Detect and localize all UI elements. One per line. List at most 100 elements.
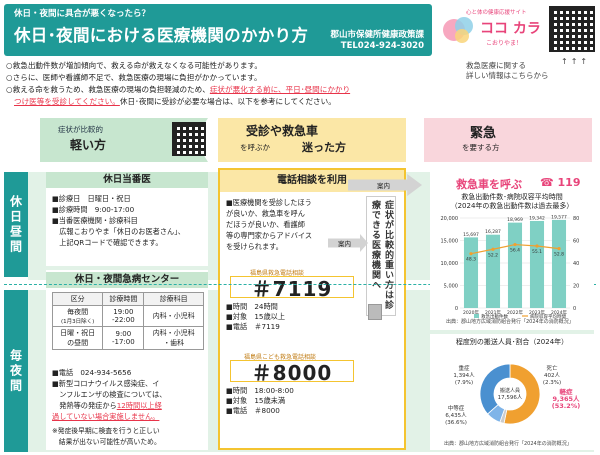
table-cell: 9:00 -17:00 <box>102 326 145 350</box>
cell-text: 内科・小児科 <box>152 329 195 337</box>
chart-source: 出典：郡山地方広域消防組合発行「2024年の消防概況」 <box>446 319 574 325</box>
table-header: 診療科目 <box>143 292 204 306</box>
arrow-right-icon <box>348 174 422 196</box>
chart-title: 救急出動件数･病院収容平均時間 <box>461 193 563 201</box>
line-label: 52.8 <box>554 252 564 258</box>
phone-desc-line: ■医療機関を受診したほう <box>226 198 312 207</box>
line-label: 55.1 <box>532 249 542 255</box>
dispatch-chart: 20,000 15,000 10,000 5,000 0 80 60 40 20 0 15,697 2… <box>441 214 580 320</box>
phone-desc-line: が良いか、救急車を呼ん <box>226 209 305 218</box>
pie-label-moderate: 中等症 <box>448 404 465 412</box>
cell-text: 発熱等の発症から <box>52 401 117 410</box>
x-tick-label: 2023年 <box>529 309 545 316</box>
transport-pie-card: 程度別の搬送人員･割合（2024年） 搬送人員 17,596人 重症 1,394人 (7… <box>430 334 594 450</box>
legend-label: 救急出動件数 <box>481 313 508 320</box>
x-tick-label: 2020年 <box>463 309 479 316</box>
building-icon <box>368 304 382 320</box>
bar-label: 16,287 <box>485 229 501 235</box>
arrow-label: 案内 <box>338 240 351 248</box>
phone-desc-line: を受けられます。 <box>226 242 283 251</box>
phone-desc-line: だほうが良いか、看護師 <box>226 220 305 229</box>
cell-text: の昼間 <box>67 339 89 347</box>
pie-label-death: (2.3%) <box>543 380 561 386</box>
holiday-doctor-line: 上記QRコードで確認できます。 <box>52 238 163 247</box>
holiday-doctor-title: 休日当番医 <box>46 172 208 188</box>
pie-label-mild: 9,365人 <box>552 394 580 403</box>
cell-text: -22:00 <box>112 316 135 324</box>
pie-label-severe: (7.9%) <box>455 380 473 386</box>
intro-line4: つけ医等を受診してください。休日･夜間に受診が必要な場合は、以下を参考にしてくだ… <box>14 96 336 107</box>
qr-code-icon[interactable] <box>172 122 206 156</box>
pie-label-severe: 1,394人 <box>453 372 475 379</box>
y-tick-label: 10,000 <box>441 261 459 267</box>
table-header: 診療時間 <box>102 292 145 306</box>
pie-label-moderate: 6,435人 <box>445 412 467 419</box>
logo-sub: こおりやま！ <box>486 40 523 47</box>
intro-line3a: ○救える命を救うため、救急医療の現場の負担軽減のため、 <box>6 85 210 94</box>
table-row: 区分 診療時間 診療科目 <box>51 292 204 306</box>
bar <box>507 222 523 308</box>
night-center-card: 休日・夜間急病センター 区分 診療時間 診療科目 毎夜間 (1月3日除く) 19:… <box>46 270 208 450</box>
pie-label-severe: 重症 <box>458 364 470 372</box>
holiday-doctor-line: ■当番医療機関・診療科目 <box>52 216 138 225</box>
qr-code-icon[interactable] <box>549 6 595 52</box>
line-point <box>491 247 495 251</box>
bar-label: 15,697 <box>463 232 479 238</box>
legend-label: 病院収容平均時間 <box>530 313 566 320</box>
night-covid-line: ンフルエンザの検査については、 <box>52 390 167 399</box>
column-header-emergency-a: 緊急 <box>470 126 497 141</box>
side-note-vertical: 症状が比較的重い方は診療できる医療機関へ <box>366 196 396 316</box>
intro-line4b: 休日･夜間に受診が必要な場合は、以下を参考にしてください。 <box>119 97 336 106</box>
intro-line1: ○救急出動件数が増加傾向で、救える命が救えなくなる可能性があります。 <box>6 61 262 70</box>
service-8000-line: ■時間 18:00-8:00 <box>226 386 294 395</box>
service-8000-box: ＃8000 <box>230 360 354 385</box>
cell-text: (1月3日除く) <box>61 319 95 325</box>
holiday-doctor-line: ■診療日 日曜日・祝日 <box>52 194 131 203</box>
night-center-title: 休日・夜間急病センター <box>46 272 208 288</box>
night-note: ※発症後早期に検査を行うと正しい <box>52 427 160 435</box>
department-tel: TEL024-924-3020 <box>340 41 424 51</box>
bar <box>463 237 479 308</box>
service-7119-number[interactable]: ＃7119 <box>251 276 333 301</box>
ambulance-number[interactable]: ☎ 119 <box>540 176 581 189</box>
night-covid-line: 過していない場合実施しません。 <box>52 412 160 421</box>
column-header-unsure-c: 迷った方 <box>302 141 346 154</box>
ambulance-number-text: 119 <box>557 176 581 189</box>
x-tick-label: 2022年 <box>507 309 523 316</box>
table-cell: 日曜・祝日 の昼間 <box>51 326 104 350</box>
arrow-label: 案内 <box>377 182 390 190</box>
page-title: 休日･夜間における医療機関のかかり方 <box>14 26 309 45</box>
qr-note-line1: 救急医療に関する <box>466 61 526 70</box>
ambulance-title: 救急車を呼ぶ <box>456 178 522 191</box>
cell-text: 19:00 <box>113 308 134 316</box>
phone-icon: ☎ <box>540 176 558 189</box>
service-8000-label: 福島県こども救急電話相談 <box>244 354 317 361</box>
phone-desc-line: 等の専門家からアドバイス <box>226 231 313 240</box>
y2-tick-label: 20 <box>573 284 579 290</box>
night-tel: ■電話 024-934-5656 <box>52 368 132 377</box>
pie-slice <box>479 363 511 415</box>
table-header: 区分 <box>51 292 104 306</box>
night-note: 結果が出ない可能性が高いため。 <box>52 438 161 446</box>
y-tick-label: 15,000 <box>441 239 459 245</box>
chart-subtitle: （2024年の救急出動件数は過去最多） <box>450 202 574 210</box>
service-8000-number[interactable]: ＃8000 <box>251 360 333 385</box>
cell-text: 12時間以上経 <box>116 401 162 410</box>
bar-label: 18,969 <box>507 217 523 223</box>
column-header-unsure-a: 受診や救急車 <box>246 124 319 138</box>
logo-circles-icon <box>443 17 473 43</box>
bar <box>485 234 501 308</box>
qr-note-line2: 詳しい情報はこちらから <box>466 71 549 80</box>
table-cell: 内科・小児科 ・歯科 <box>143 326 204 350</box>
service-7119-box: ＃7119 <box>230 276 354 301</box>
bar <box>551 219 567 308</box>
x-tick-label: 2021年 <box>485 309 501 316</box>
bar <box>529 220 545 308</box>
arrow-right-icon <box>328 234 368 252</box>
line-point <box>513 242 517 247</box>
line-label: 48.3 <box>466 257 476 263</box>
line-label: 52.2 <box>488 252 498 258</box>
line-point <box>557 247 561 251</box>
service-7119-line: ■対象 15歳以上 <box>226 312 286 321</box>
